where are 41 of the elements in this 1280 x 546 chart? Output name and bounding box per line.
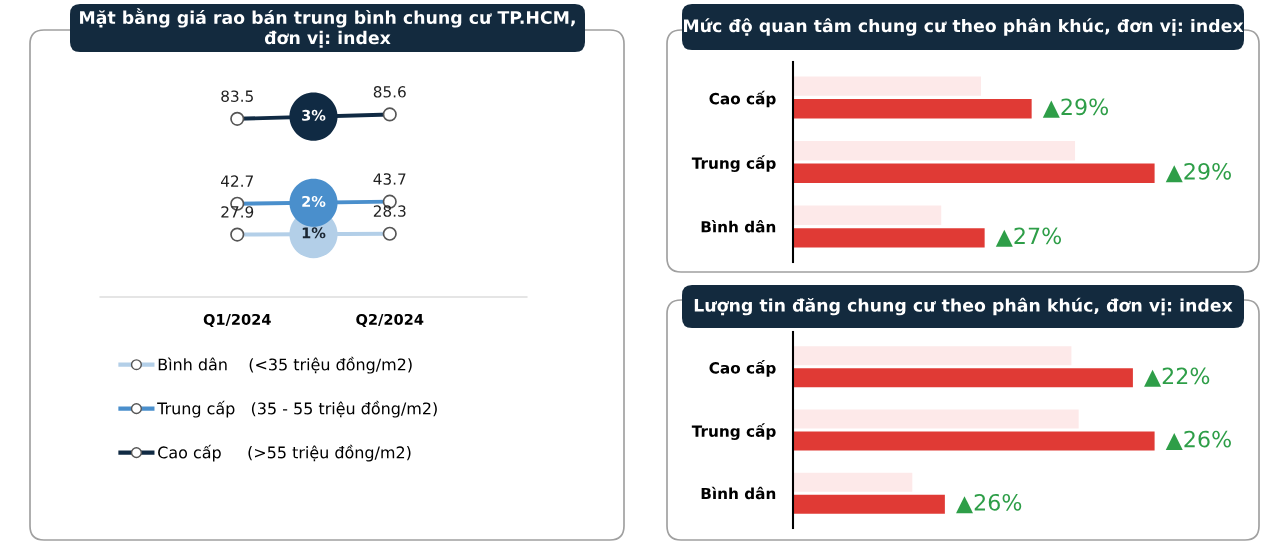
data-label: 85.6 xyxy=(373,86,406,98)
y-tick-label: Bình dân xyxy=(701,486,776,500)
annotation: ▲26% xyxy=(956,493,1022,514)
chart-title: Mức độ quan tâm chung cư theo phân khúc, đơn vị: index xyxy=(684,18,1244,36)
legend-label: Bình dân (<35 triệu đồng/m2) xyxy=(158,356,412,374)
bar xyxy=(793,163,1155,183)
bar xyxy=(793,228,985,248)
annotation: 1% xyxy=(302,227,326,239)
chart-title: Mặt bằng giá rao bán trung bình chung cư TP.HCM, đơn vị: index xyxy=(80,8,575,48)
bar xyxy=(793,346,1072,366)
data-label: 83.5 xyxy=(221,90,253,102)
annotation: ▲22% xyxy=(1144,367,1210,387)
legend-label: Trung cấp (35 - 55 triệu đồng/m2) xyxy=(157,400,437,418)
x-tick-label: Q2/2024 xyxy=(356,313,424,327)
bar xyxy=(793,494,945,514)
y-tick-label: Bình dân xyxy=(701,220,776,233)
annotation: ▲26% xyxy=(1165,430,1231,450)
annotation: 3% xyxy=(302,109,326,121)
bar xyxy=(793,472,913,492)
bar xyxy=(793,368,1133,388)
data-label: 28.3 xyxy=(373,205,406,217)
data-label: 42.7 xyxy=(220,175,253,187)
bar xyxy=(793,409,1079,429)
y-tick-label: Cao cấp xyxy=(709,360,776,377)
bar xyxy=(793,141,1076,161)
y-tick-label: Trung cấp xyxy=(691,423,776,440)
bar xyxy=(793,99,1032,119)
annotation: ▲29% xyxy=(1042,98,1109,118)
bar xyxy=(793,205,942,225)
data-label: 43.7 xyxy=(373,173,406,185)
annotation: ▲29% xyxy=(1165,162,1231,183)
x-tick-label: Q1/2024 xyxy=(203,313,271,327)
legend-label: Cao cấp (>55 triệu đồng/m2) xyxy=(158,444,411,462)
y-tick-label: Trung cấp xyxy=(691,155,776,172)
data-label: 27.9 xyxy=(221,206,254,218)
bar xyxy=(793,431,1155,451)
bar xyxy=(793,76,982,96)
y-tick-label: Cao cấp xyxy=(709,90,776,108)
annotation: ▲27% xyxy=(995,227,1062,247)
annotation: 2% xyxy=(302,195,326,207)
chart-title: Lượng tin đăng chung cư theo phân khúc, đơn vị: index xyxy=(694,297,1233,316)
